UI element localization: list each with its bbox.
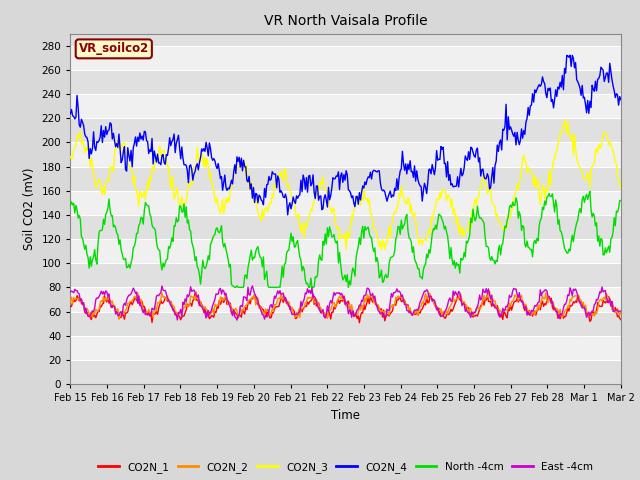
Bar [70,46,621,70]
CO2N_2 [329,300,337,306]
East -4cm [330,289,338,295]
East -4cm [233,317,241,323]
North -4cm [586,189,594,194]
Bar [70,263,621,288]
CO2N_4 [606,60,614,66]
Bar [70,191,621,215]
Line: CO2N_2: CO2N_2 [70,291,621,319]
Legend: CO2N_1, CO2N_2, CO2N_3, CO2N_4, North -4cm, East -4cm: CO2N_1, CO2N_2, CO2N_3, CO2N_4, North -4… [94,457,597,477]
CO2N_1 [606,297,614,302]
Bar [70,143,621,167]
North -4cm [329,234,337,240]
North -4cm [606,249,614,255]
East -4cm [67,289,74,295]
CO2N_1 [396,295,404,301]
CO2N_3 [342,247,350,253]
Line: CO2N_3: CO2N_3 [70,120,621,250]
CO2N_3 [519,156,527,162]
X-axis label: Time: Time [331,408,360,421]
Bar [70,312,621,336]
CO2N_3 [328,211,335,216]
Bar [70,215,621,239]
CO2N_2 [365,296,373,301]
Bar [70,239,621,263]
CO2N_4 [396,175,403,181]
CO2N_4 [563,52,571,58]
Bar [70,288,621,312]
North -4cm [332,240,340,246]
CO2N_1 [191,290,199,296]
CO2N_4 [329,175,337,180]
CO2N_3 [332,219,339,225]
Line: North -4cm: North -4cm [70,192,621,288]
CO2N_3 [561,117,568,123]
CO2N_4 [365,175,373,180]
CO2N_2 [606,298,614,303]
CO2N_1 [367,294,374,300]
East -4cm [367,292,374,298]
Bar [70,118,621,143]
East -4cm [396,289,404,295]
CO2N_2 [67,299,74,304]
CO2N_3 [606,140,614,145]
North -4cm [67,203,74,208]
CO2N_3 [617,185,625,191]
CO2N_4 [284,212,292,218]
CO2N_1 [617,317,625,323]
Bar [70,336,621,360]
CO2N_3 [365,196,373,202]
CO2N_2 [486,288,493,294]
Line: CO2N_4: CO2N_4 [70,55,621,215]
Text: VR_soilco2: VR_soilco2 [79,42,149,55]
North -4cm [231,285,239,290]
CO2N_3 [67,154,74,159]
Y-axis label: Soil CO2 (mV): Soil CO2 (mV) [23,168,36,250]
North -4cm [519,223,527,228]
Bar [70,94,621,118]
CO2N_1 [67,304,74,310]
CO2N_4 [519,135,527,141]
East -4cm [606,296,614,302]
CO2N_2 [332,301,340,307]
CO2N_2 [520,301,527,307]
CO2N_1 [356,320,364,325]
East -4cm [248,283,256,289]
Title: VR North Vaisala Profile: VR North Vaisala Profile [264,14,428,28]
CO2N_1 [329,310,337,315]
CO2N_3 [396,191,403,197]
CO2N_1 [520,305,527,311]
CO2N_4 [617,97,625,103]
CO2N_2 [396,294,403,300]
Bar [70,360,621,384]
East -4cm [333,290,341,296]
Bar [70,167,621,191]
East -4cm [617,308,625,314]
CO2N_2 [617,310,625,315]
Line: East -4cm: East -4cm [70,286,621,320]
Line: CO2N_1: CO2N_1 [70,293,621,323]
CO2N_1 [332,302,340,308]
Bar [70,70,621,94]
North -4cm [617,198,625,204]
North -4cm [396,224,403,229]
East -4cm [520,303,527,309]
CO2N_4 [67,111,74,117]
North -4cm [365,230,373,236]
CO2N_2 [115,316,123,322]
CO2N_4 [332,173,340,179]
